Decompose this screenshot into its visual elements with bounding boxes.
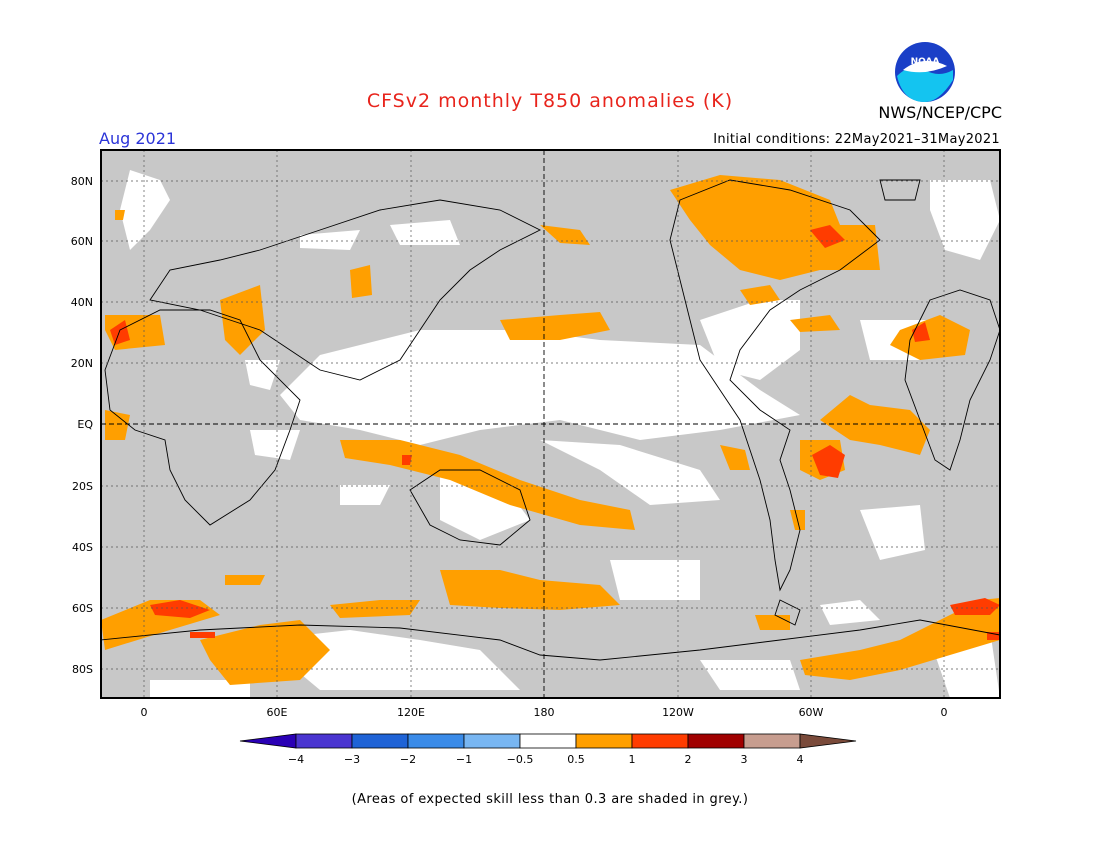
colorbar-max-arrow [799,733,857,749]
valid-month-label: Aug 2021 [99,129,177,148]
colorbar-tick-label: −3 [344,753,360,766]
lon-label: 0 [141,706,148,719]
colorbar-tick-label: −1 [456,753,472,766]
colorbar-swatch [631,733,689,749]
warm-anomaly-red-regions [110,225,1000,640]
lon-label: 0 [941,706,948,719]
colorbar-swatch [519,733,577,749]
lon-label: 180 [534,706,555,719]
colorbar-swatch [351,733,409,749]
colorbar-tick-label: 4 [797,753,804,766]
colorbar-tick-label: −0.5 [507,753,534,766]
initial-conditions-label: Initial conditions: 22May2021–31May2021 [713,132,1000,147]
colorbar-swatch [575,733,633,749]
lat-label: 60S [72,602,93,615]
colorbar-swatch [407,733,465,749]
near-normal-white-regions [120,170,1000,698]
lon-label: 60W [799,706,824,719]
colorbar-swatch [295,733,353,749]
equator-dateline [101,150,1000,698]
map-frame [100,149,1001,699]
lat-label: 40S [72,541,93,554]
colorbar-swatch [743,733,801,749]
footnote: (Areas of expected skill less than 0.3 a… [351,792,749,807]
colorbar-tick-label: 2 [685,753,692,766]
agency-label: NWS/NCEP/CPC [878,103,1002,122]
graticule [101,150,1000,698]
coastlines [101,179,1000,661]
lon-label: 120E [397,706,425,719]
colorbar-tick-label: −4 [288,753,304,766]
lat-label: 20N [71,357,93,370]
lon-label: 60E [267,706,288,719]
lat-label: 80S [72,663,93,676]
colorbar-tick-label: 3 [741,753,748,766]
colorbar-tick-label: −2 [400,753,416,766]
colorbar-tick-label: 1 [629,753,636,766]
logo-text: NOAA [911,57,940,67]
colorbar-min-arrow [239,733,297,749]
lat-label: 80N [71,175,93,188]
noaa-logo-icon: NOAA [895,42,955,102]
lat-label: 60N [71,235,93,248]
colorbar-swatch [687,733,745,749]
warm-anomaly-orange-regions [101,175,1000,685]
map-title: CFSv2 monthly T850 anomalies (K) [366,90,734,112]
lon-label: 120W [662,706,694,719]
lat-label: 20S [72,480,93,493]
colorbar-swatch [463,733,521,749]
colorbar [239,733,857,749]
colorbar-tick-label: 0.5 [567,753,585,766]
lat-label: 40N [71,296,93,309]
lat-label: EQ [77,418,93,431]
